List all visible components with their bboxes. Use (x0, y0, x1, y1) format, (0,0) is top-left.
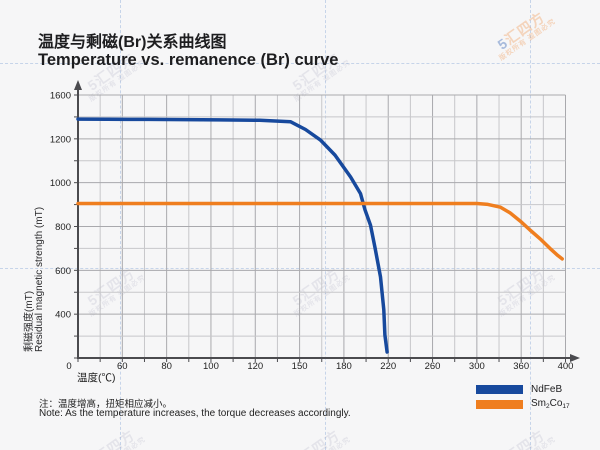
chart-title-english: Temperature vs. remanence (Br) curve (38, 51, 339, 69)
series-curve-sm2co17 (76, 201, 564, 261)
y-tick-label: 800 (55, 222, 71, 233)
legend: NdFeB Sm2Co17 (476, 383, 570, 413)
note-chinese: 注：温度增高，扭矩相应减小。 (39, 399, 173, 410)
legend-item-ndfeb: NdFeB (476, 383, 570, 395)
x-tick-label: 400 (558, 361, 574, 372)
x-tick-label: 120 (247, 361, 263, 372)
ndfeb-color-swatch (476, 384, 523, 394)
x-tick-label: 360 (513, 361, 529, 372)
x-tick-label: 150 (292, 361, 308, 372)
series-curve-ndfeb (76, 117, 389, 354)
x-tick-label: 60 (117, 361, 128, 372)
y-tick-label: 1200 (50, 134, 71, 145)
sm2co17-label: Sm2Co17 (531, 398, 570, 410)
y-tick-label: 600 (55, 266, 71, 277)
legend-item-sm2co17: Sm2Co17 (476, 398, 570, 410)
x-tick-label: 80 (161, 361, 172, 372)
x-tick-label: 0 (66, 361, 71, 372)
x-tick-label: 180 (336, 361, 352, 372)
y-tick-label: 1000 (50, 178, 71, 189)
x-tick-label: 100 (203, 361, 219, 372)
chart-title-chinese: 温度与剩磁(Br)关系曲线图 (38, 34, 227, 51)
x-tick-label: 260 (425, 361, 441, 372)
ndfeb-label: NdFeB (531, 383, 563, 395)
y-axis-arrow (74, 80, 82, 90)
x-axis-arrow (570, 354, 580, 362)
y-tick-label: 400 (55, 310, 71, 321)
y-tick-label: 1600 (50, 91, 71, 102)
x-axis-label: 温度(℃) (77, 372, 116, 384)
y-axis-label-english: Residual magnetic strength (mT) (34, 206, 45, 352)
note-english: Note: As the temperature increases, the … (39, 408, 351, 419)
x-tick-label: 300 (469, 361, 485, 372)
sm2co17-color-swatch (476, 399, 523, 409)
y-axis-label-chinese: 剩磁强度(mT) (24, 290, 35, 352)
x-tick-label: 220 (380, 361, 396, 372)
